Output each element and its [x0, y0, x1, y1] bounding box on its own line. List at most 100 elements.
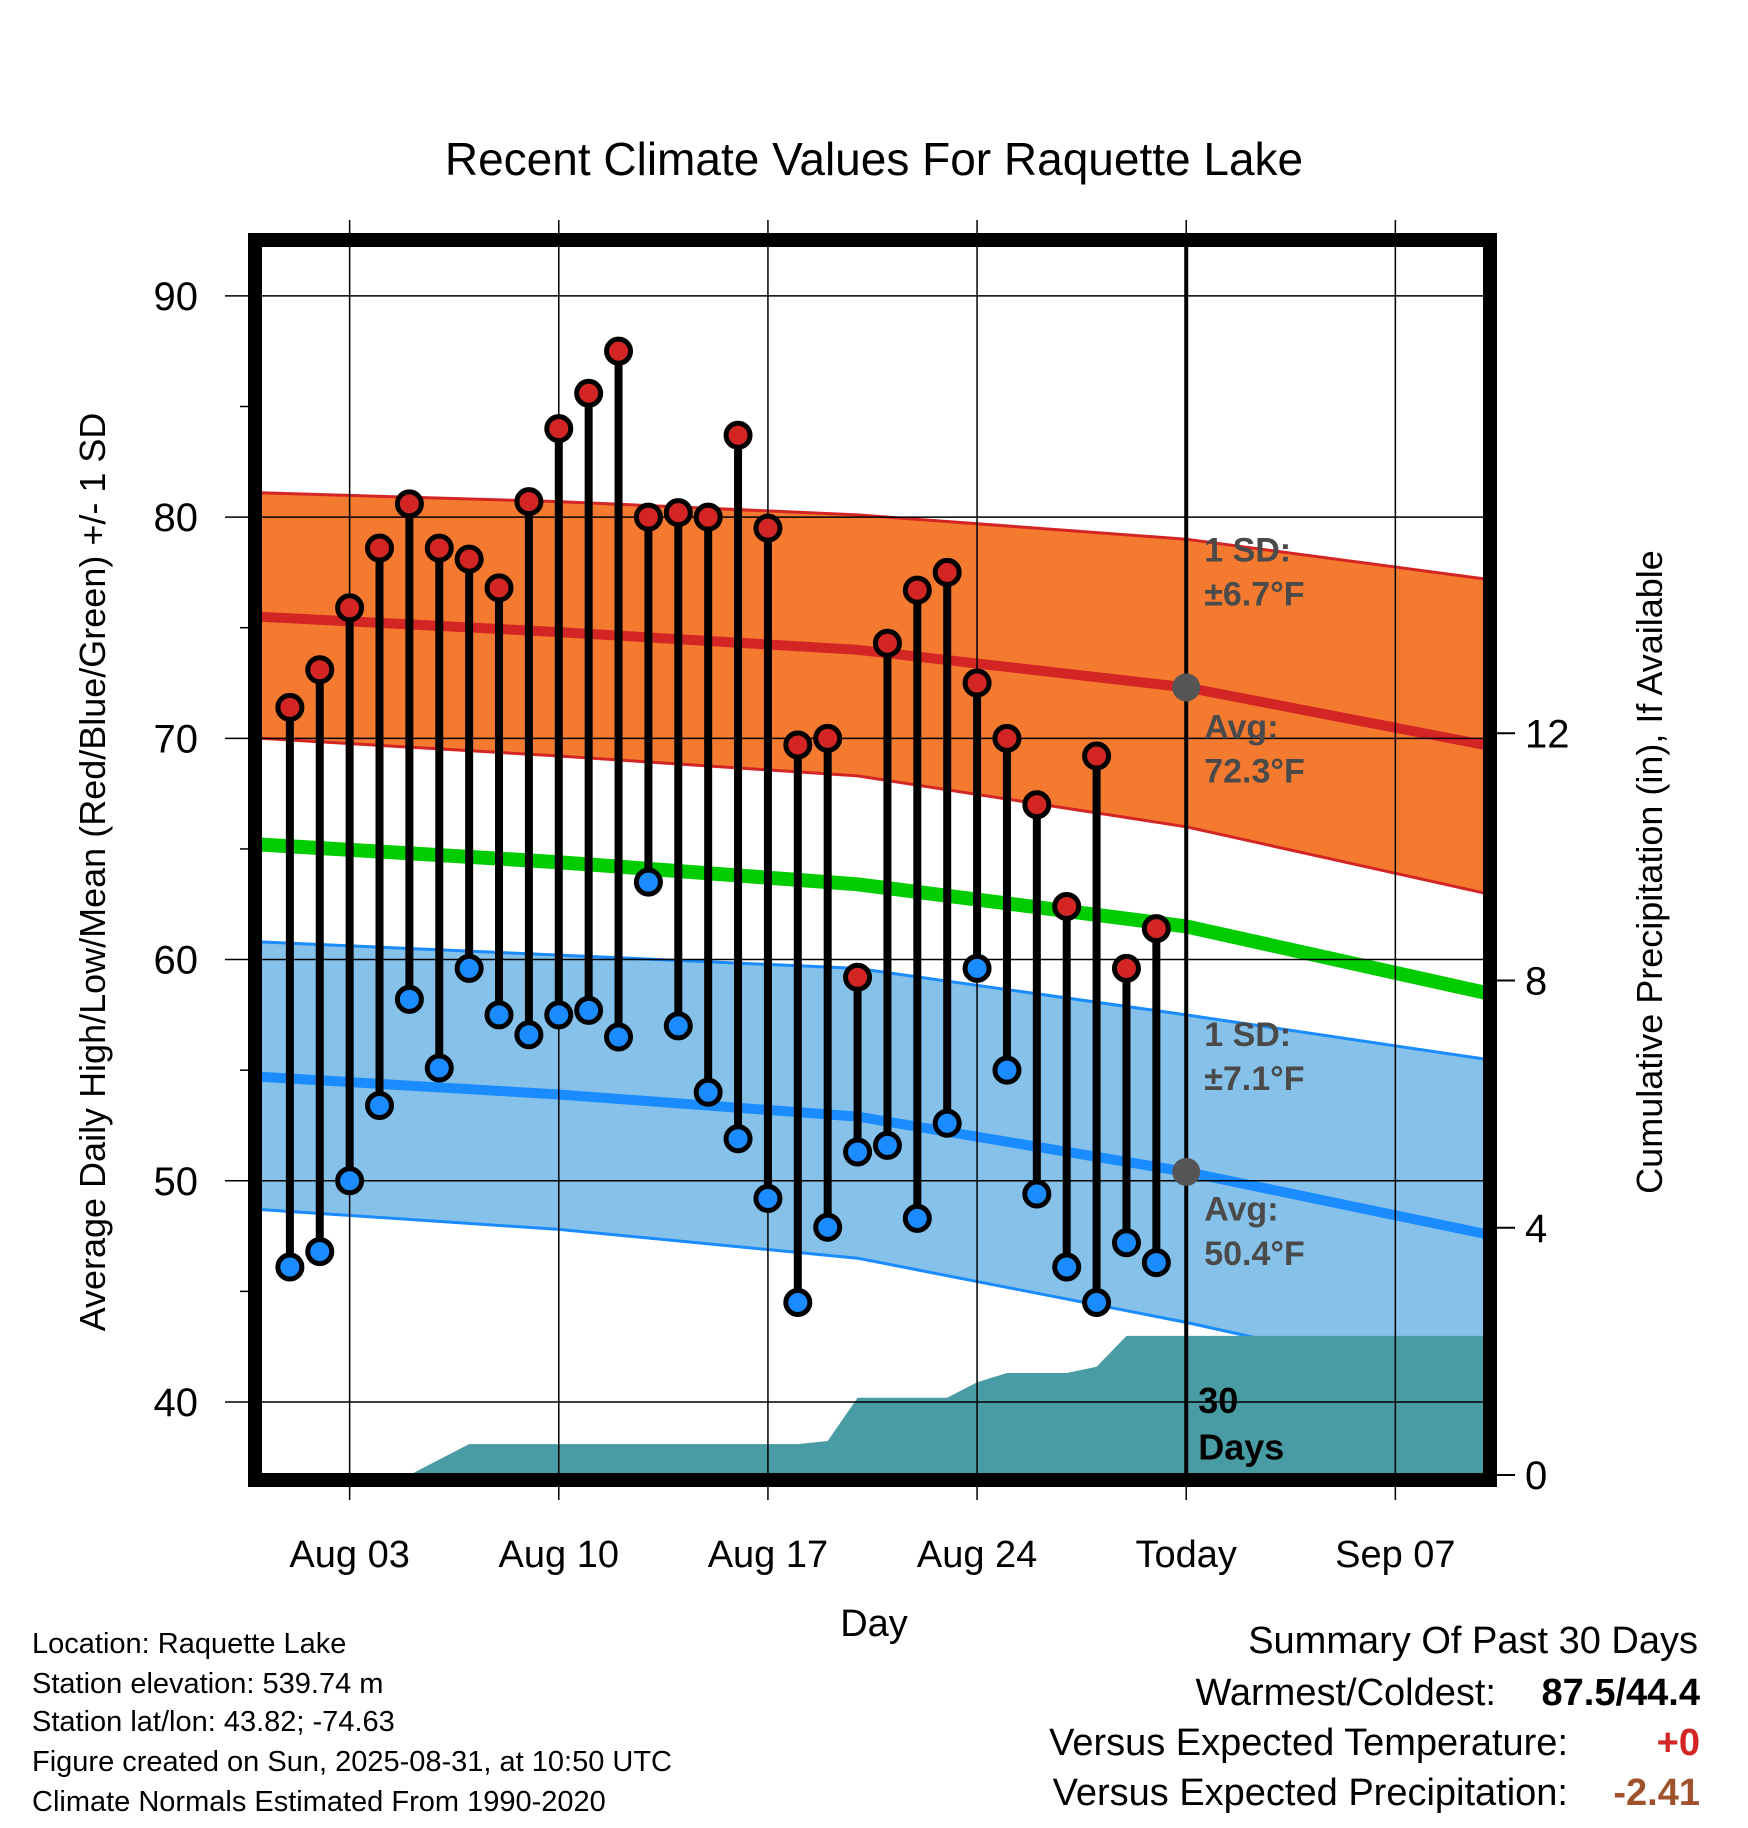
daily-low-point	[544, 1000, 574, 1030]
precipitation-departure-value: -2.41	[1613, 1772, 1700, 1814]
daily-high-point	[394, 489, 424, 519]
daily-low-point	[813, 1212, 843, 1242]
daily-high-point	[604, 336, 634, 366]
daily-low-point	[335, 1166, 365, 1196]
high-avg-annotation: Avg:	[1204, 708, 1278, 746]
y-tick-label: 80	[154, 496, 199, 540]
y2-axis-label: Cumulative Precipitation (in), If Availa…	[1629, 550, 1670, 1194]
daily-high-point	[783, 730, 813, 760]
climate-normals-note: Climate Normals Estimated From 1990-2020	[32, 1786, 606, 1818]
period-annotation: 30	[1198, 1380, 1238, 1421]
x-tick-label: Aug 17	[708, 1534, 828, 1576]
temperature-departure-label: Versus Expected Temperature:	[1049, 1722, 1568, 1764]
daily-low-point	[1022, 1179, 1052, 1209]
daily-low-point	[992, 1055, 1022, 1085]
daily-high-point	[1052, 891, 1082, 921]
daily-high-point	[932, 557, 962, 587]
daily-high-point	[1111, 953, 1141, 983]
daily-high-point	[663, 498, 693, 528]
daily-high-point	[424, 533, 454, 563]
low-sd-band	[260, 941, 1485, 1389]
daily-high-point	[962, 668, 992, 698]
daily-low-point	[1111, 1228, 1141, 1258]
precipitation-departure-label: Versus Expected Precipitation:	[1052, 1772, 1568, 1814]
daily-low-point	[424, 1053, 454, 1083]
daily-high-point	[753, 513, 783, 543]
normal-mean-line	[259, 837, 1487, 1000]
low-avg-annotation-value: 50.4°F	[1204, 1235, 1305, 1273]
daily-low-point	[1052, 1252, 1082, 1282]
plot-frame	[248, 233, 1497, 1487]
daily-high-point	[1082, 741, 1112, 771]
x-axis-label: Day	[840, 1603, 908, 1645]
x-tick-label: Aug 24	[917, 1534, 1037, 1576]
today-normal-high-marker	[1172, 673, 1201, 702]
daily-high-point	[1141, 914, 1171, 944]
daily-low-point	[663, 1011, 693, 1041]
period-annotation-days: Days	[1198, 1427, 1284, 1468]
station-location: Location: Raquette Lake	[32, 1628, 347, 1660]
daily-high-point	[1022, 790, 1052, 820]
daily-high-point	[992, 723, 1022, 753]
y-tick-label: 50	[154, 1160, 199, 1204]
y-axis-label: Average Daily High/Low/Mean (Red/Blue/Gr…	[72, 413, 113, 1332]
daily-low-point	[633, 867, 663, 897]
daily-low-point	[962, 953, 992, 983]
daily-high-point	[365, 533, 395, 563]
y2-tick-label: 8	[1525, 960, 1547, 1004]
warmest-coldest-label: Warmest/Coldest:	[1195, 1672, 1496, 1714]
daily-high-point	[813, 723, 843, 753]
daily-high-point	[843, 962, 873, 992]
high-sd-upper-edge	[259, 491, 1486, 581]
y2-tick-label: 0	[1525, 1454, 1547, 1498]
daily-low-point	[394, 984, 424, 1014]
y-tick-label: 60	[154, 939, 199, 983]
daily-low-point	[843, 1137, 873, 1167]
daily-high-point	[902, 575, 932, 605]
y-tick-label: 90	[154, 275, 199, 319]
daily-high-point	[723, 420, 753, 450]
daily-high-point	[275, 692, 305, 722]
daily-low-point	[753, 1183, 783, 1213]
daily-high-point	[544, 414, 574, 444]
daily-high-point	[514, 487, 544, 517]
temperature-departure-value: +0	[1656, 1722, 1700, 1764]
low-avg-annotation: Avg:	[1204, 1191, 1278, 1229]
daily-high-point	[872, 628, 902, 658]
y-tick-label: 70	[154, 717, 199, 761]
daily-low-point	[484, 1000, 514, 1030]
daily-high-point	[305, 655, 335, 685]
daily-high-point	[454, 544, 484, 574]
daily-high-point	[693, 502, 723, 532]
x-tick-label: Today	[1136, 1534, 1237, 1576]
daily-low-point	[365, 1091, 395, 1121]
daily-high-point	[633, 502, 663, 532]
today-normal-low-marker	[1172, 1157, 1201, 1186]
high-sd-annotation-value: ±6.7°F	[1204, 576, 1304, 614]
daily-low-point	[275, 1252, 305, 1282]
daily-low-point	[783, 1287, 813, 1317]
daily-low-point	[1141, 1248, 1171, 1278]
warmest-coldest-value: 87.5/44.4	[1541, 1672, 1700, 1714]
daily-low-point	[604, 1022, 634, 1052]
x-tick-label: Aug 03	[289, 1534, 409, 1576]
daily-low-point	[723, 1124, 753, 1154]
daily-low-point	[305, 1237, 335, 1267]
precipitation-area	[409, 1335, 1485, 1475]
normal-high-line	[259, 611, 1486, 750]
daily-low-point	[514, 1020, 544, 1050]
y-tick-label: 40	[154, 1381, 199, 1425]
x-tick-label: Aug 10	[499, 1534, 619, 1576]
high-avg-annotation-value: 72.3°F	[1204, 753, 1305, 791]
low-sd-annotation: 1 SD:	[1204, 1016, 1291, 1054]
low-sd-annotation-value: ±7.1°F	[1204, 1060, 1304, 1098]
chart-title: Recent Climate Values For Raquette Lake	[445, 133, 1303, 185]
daily-low-point	[932, 1108, 962, 1138]
x-tick-label: Sep 07	[1335, 1534, 1455, 1576]
plot-area: Aug 03 Aug 10 Aug 17 Aug 24 Today Sep 07 40 50 6…	[154, 220, 1570, 1576]
daily-high-point	[574, 378, 604, 408]
figure-created: Figure created on Sun, 2025-08-31, at 10…	[32, 1746, 672, 1778]
daily-low-point	[693, 1077, 723, 1107]
high-sd-band	[260, 492, 1485, 894]
